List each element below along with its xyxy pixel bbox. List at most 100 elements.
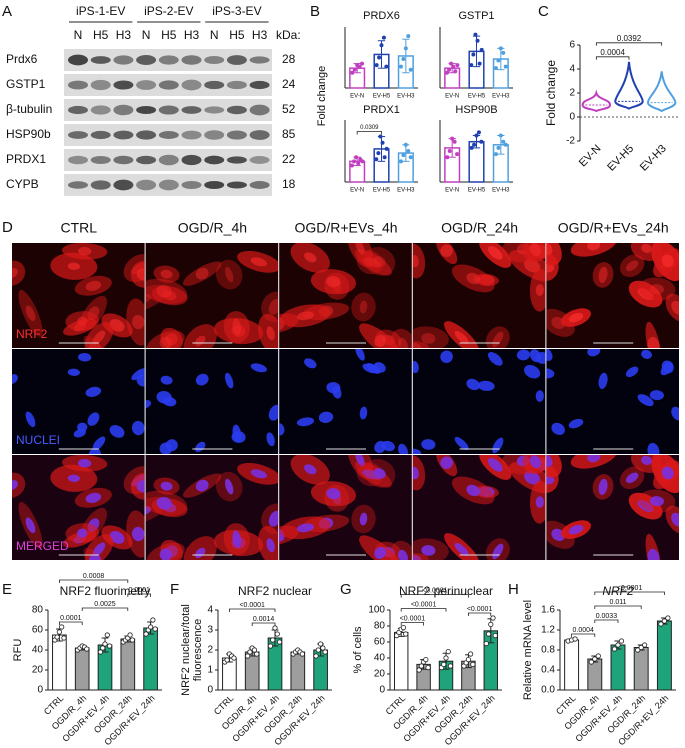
blot-band (113, 130, 134, 140)
significance-bracket (594, 605, 642, 609)
cell-nucleus (355, 349, 365, 361)
p-value: 0.0001 (128, 587, 150, 594)
blot-band (226, 130, 247, 140)
cell-cytoplasm (619, 254, 645, 278)
bar (290, 651, 306, 691)
image-content (279, 349, 408, 454)
micrograph (412, 455, 546, 560)
kda-label: 24 (282, 77, 296, 91)
violin (614, 61, 644, 110)
cell-nucleus (641, 349, 652, 359)
cell-nucleus (12, 374, 18, 385)
data-point (379, 43, 384, 48)
cell-nucleus (85, 492, 102, 503)
blot-band (158, 131, 179, 139)
y-tick-label: 80 (374, 621, 386, 632)
panel-letter: G (340, 581, 352, 598)
blot-band (113, 179, 134, 191)
data-point (503, 142, 508, 147)
protein-label: HSP90b (6, 127, 51, 141)
blot-band (90, 105, 111, 115)
significance-bracket (594, 619, 619, 623)
significance-bracket (400, 622, 424, 626)
blot-band (204, 56, 225, 64)
cell-nucleus (412, 448, 422, 454)
data-point (357, 64, 362, 69)
cell-nucleus (671, 512, 680, 527)
kda-label: 18 (282, 177, 296, 191)
data-point (104, 632, 110, 638)
blot-band (136, 54, 157, 66)
significance-bracket (400, 594, 469, 598)
kda-label: 85 (282, 127, 296, 141)
y-axis-label: Fold change (544, 60, 558, 126)
cell-nucleus (162, 290, 177, 301)
image-content (412, 455, 546, 560)
cell-nucleus (136, 268, 145, 281)
data-point (447, 663, 454, 669)
data-point (423, 656, 429, 663)
data-point (642, 642, 648, 648)
cell-nucleus (412, 554, 422, 560)
data-point (152, 626, 158, 632)
cell-nucleus (87, 412, 100, 426)
data-point (374, 157, 379, 162)
blot-band (113, 155, 134, 165)
micrograph (412, 243, 546, 348)
y-tick-label: 1.6 (541, 605, 555, 616)
data-point (274, 631, 280, 637)
data-point (501, 139, 506, 144)
condition-header: OGD/R+EVs_24h (558, 220, 669, 236)
cell-nucleus (529, 455, 541, 469)
y-tick-label: 0 (37, 685, 43, 696)
y-tick-label: -2 (566, 136, 575, 147)
cell-nucleus (649, 390, 664, 401)
data-point (479, 139, 484, 144)
blot-group: iPS-2-EV (144, 4, 193, 18)
blot-band (181, 130, 202, 140)
micrograph (279, 243, 412, 348)
blot-band (68, 131, 88, 139)
data-point (102, 641, 108, 647)
image-background (412, 349, 546, 454)
data-point (416, 667, 422, 673)
violin (646, 71, 677, 113)
cell-nucleus (131, 368, 145, 381)
cell-nucleus (88, 342, 101, 348)
x-tick-label: EV-N (350, 94, 364, 100)
p-value: 0.011 (610, 599, 627, 606)
cell-nucleus (546, 349, 553, 361)
data-point (661, 618, 668, 624)
cell-nucleus (412, 360, 419, 374)
cell-nucleus (250, 257, 268, 267)
cell-nucleus (136, 480, 145, 493)
cell-nucleus (296, 523, 315, 533)
data-point (403, 46, 408, 51)
y-tick-label: 2 (569, 88, 575, 99)
p-value: 0.0014 (253, 616, 275, 623)
cell-nucleus (568, 418, 584, 429)
cell-nucleus (671, 406, 680, 421)
cell-nucleus (250, 469, 268, 479)
micrograph (12, 243, 145, 348)
condition-header: OGD/R_4h (178, 220, 247, 236)
cell-nucleus (359, 406, 368, 420)
data-point (247, 649, 253, 655)
y-tick-label: 4 (207, 605, 213, 616)
data-point (479, 47, 484, 52)
cell-nucleus (109, 319, 125, 332)
cell-nucleus (412, 254, 419, 268)
cell-nucleus (546, 243, 553, 255)
cell-nucleus (647, 442, 660, 454)
blot-band (158, 55, 179, 65)
blot-band (68, 105, 88, 115)
cell-nucleus (641, 455, 652, 465)
image-content (145, 250, 279, 348)
chart-title: GSTP1 (458, 10, 494, 22)
cell-cytoplasm (364, 247, 396, 276)
x-tick-label: EV-N (445, 188, 459, 194)
cell-nucleus (77, 246, 92, 256)
cell-nucleus (454, 436, 469, 451)
cell-nucleus (466, 484, 480, 497)
cell-nucleus (374, 440, 386, 454)
